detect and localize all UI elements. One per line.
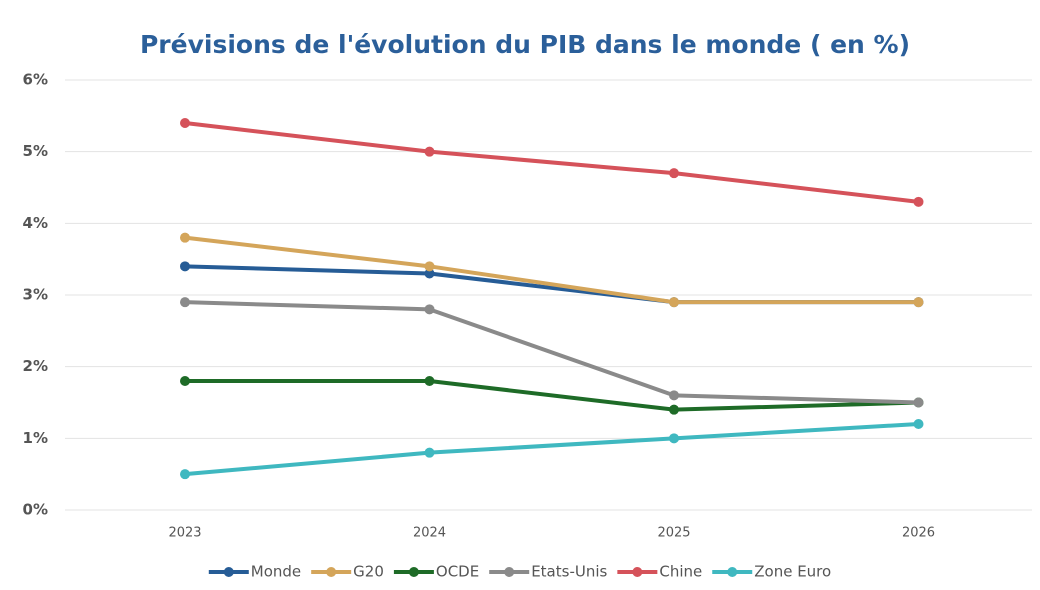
series-line (184, 121, 919, 204)
data-point (424, 304, 435, 315)
data-point (913, 397, 924, 408)
data-point (180, 232, 190, 243)
data-point (180, 118, 190, 128)
x-tick-label: 2026 (902, 526, 935, 541)
legend-label: Zone Euro (754, 563, 831, 581)
chart-title: Prévisions de l'évolution du PIB dans le… (140, 30, 910, 59)
y-tick-label: 3% (23, 286, 48, 304)
legend-marker (223, 567, 234, 577)
legend-marker (408, 567, 419, 577)
x-tick-label: 2025 (657, 526, 690, 541)
y-tick-label: 5% (23, 142, 48, 160)
legend-marker (326, 567, 337, 577)
y-tick-label: 0% (23, 501, 48, 519)
legend-label: Monde (251, 563, 301, 581)
y-tick-label: 4% (23, 214, 48, 232)
data-point (669, 433, 679, 444)
data-point (424, 146, 435, 157)
legend-marker (632, 567, 643, 577)
x-tick-label: 2023 (168, 526, 201, 541)
data-point (913, 419, 924, 429)
data-point (424, 261, 435, 272)
data-point (669, 297, 679, 308)
legend-marker (727, 567, 738, 577)
legend-marker (504, 567, 515, 577)
y-tick-label: 1% (23, 429, 48, 447)
data-point (180, 297, 190, 308)
y-tick-label: 6% (23, 71, 48, 89)
data-point (424, 376, 435, 386)
legend-label: Etats-Unis (531, 563, 607, 581)
x-tick-label: 2024 (413, 526, 446, 541)
data-point (669, 404, 679, 415)
data-point (913, 297, 924, 308)
data-point (669, 168, 679, 179)
data-point (424, 447, 435, 458)
data-point (180, 376, 190, 386)
y-tick-label: 2% (23, 357, 48, 375)
legend-label: G20 (353, 563, 384, 581)
series-line (185, 379, 919, 412)
legend-label: OCDE (436, 563, 479, 581)
series-line (184, 300, 919, 405)
data-point (913, 196, 924, 207)
data-point (669, 390, 679, 401)
data-point (180, 261, 190, 272)
data-point (180, 469, 190, 480)
series-line (184, 422, 919, 477)
series-line (184, 235, 919, 305)
legend-label: Chine (659, 563, 702, 581)
data-point (424, 268, 435, 279)
